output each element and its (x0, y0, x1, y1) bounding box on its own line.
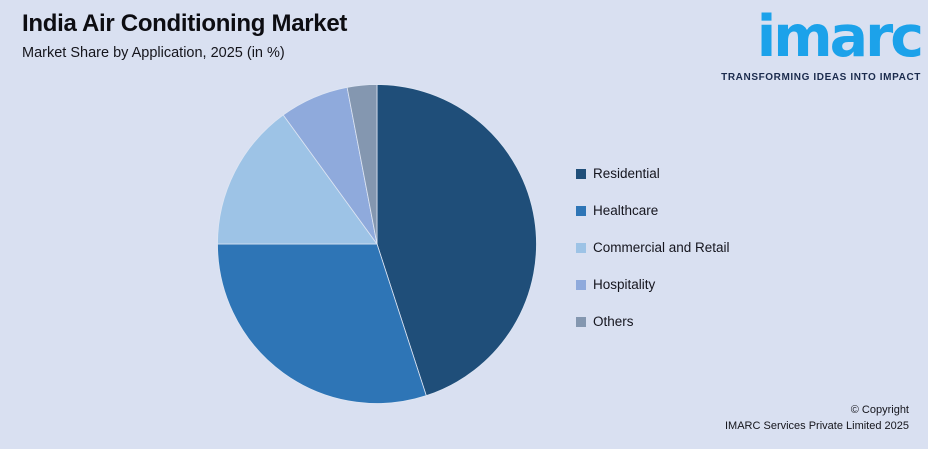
copyright-notice: © Copyright IMARC Services Private Limit… (725, 402, 909, 434)
chart-subtitle: Market Share by Application, 2025 (in %) (22, 45, 285, 61)
legend-label: Residential (593, 166, 660, 181)
imarc-tagline: TRANSFORMING IDEAS INTO IMPACT (721, 72, 921, 83)
legend-item-healthcare: Healthcare (576, 203, 730, 218)
legend-swatch-healthcare (576, 205, 586, 216)
legend-swatch-others (576, 316, 586, 327)
page-title: India Air Conditioning Market (22, 10, 348, 37)
pie-slice-commercial-and-retail (217, 114, 378, 245)
pie-slice-healthcare (217, 243, 427, 404)
pie-slice-others (346, 84, 378, 245)
legend-swatch-commercial-and-retail (576, 242, 586, 253)
pie-chart (217, 84, 537, 404)
legend-item-others: Others (576, 314, 730, 329)
legend-item-hospitality: Hospitality (576, 277, 730, 292)
legend-item-commercial-and-retail: Commercial and Retail (576, 240, 730, 255)
pie-slice-residential (376, 84, 537, 397)
chart-legend: Residential Healthcare Commercial and Re… (576, 166, 730, 352)
legend-label: Others (593, 314, 634, 329)
legend-label: Commercial and Retail (593, 240, 730, 255)
legend-swatch-hospitality (576, 279, 586, 290)
imarc-logo: imarc TRANSFORMING IDEAS INTO IMPACT (721, 2, 924, 83)
copyright-line1: © Copyright (850, 404, 909, 416)
legend-label: Hospitality (593, 277, 656, 292)
legend-swatch-residential (576, 168, 586, 179)
legend-label: Healthcare (593, 203, 659, 218)
legend-item-residential: Residential (576, 166, 730, 181)
imarc-wordmark: imarc (756, 4, 924, 70)
pie-chart-svg (217, 84, 537, 404)
copyright-line2: IMARC Services Private Limited 2025 (724, 420, 909, 432)
chart-header: India Air Conditioning Market Market Sha… (22, 10, 347, 61)
